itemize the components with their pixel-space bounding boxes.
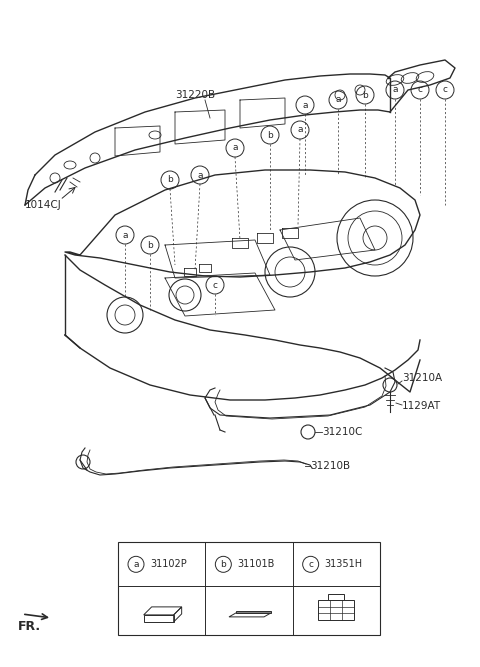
Text: 31351H: 31351H [324, 560, 363, 570]
Text: a: a [297, 125, 303, 135]
Bar [318, 600, 354, 620]
Text: a: a [302, 101, 308, 109]
Text: b: b [167, 175, 173, 185]
Text: 1014CJ: 1014CJ [25, 200, 62, 210]
Text: FR.: FR. [18, 620, 41, 632]
Text: c: c [418, 85, 422, 95]
Text: a: a [133, 560, 139, 569]
Text: 31210A: 31210A [402, 373, 442, 383]
Text: a: a [122, 231, 128, 239]
Text: b: b [220, 560, 226, 569]
Text: 1129AT: 1129AT [402, 401, 441, 411]
Text: 31210C: 31210C [322, 427, 362, 437]
Text: a: a [232, 143, 238, 153]
Text: 31102P: 31102P [150, 560, 187, 570]
Text: b: b [267, 131, 273, 139]
Text: a: a [392, 85, 398, 95]
Text: 31101B: 31101B [237, 560, 275, 570]
Text: b: b [362, 91, 368, 99]
Bar [328, 594, 344, 600]
Bar [118, 542, 380, 635]
Text: c: c [213, 281, 217, 289]
Text: 31220B: 31220B [175, 90, 215, 100]
Text: c: c [308, 560, 313, 569]
Text: a: a [335, 95, 341, 105]
Text: a: a [197, 171, 203, 179]
Text: b: b [147, 241, 153, 249]
Text: c: c [443, 85, 447, 95]
Text: 31210B: 31210B [310, 461, 350, 471]
